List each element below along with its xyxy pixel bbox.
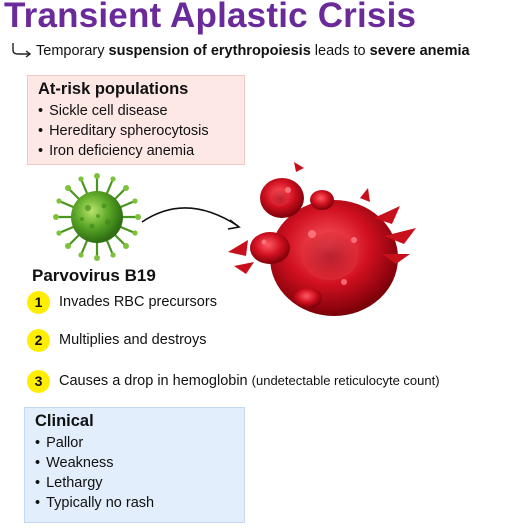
step-label: Multiplies and destroys <box>59 332 207 348</box>
virus-icon <box>53 173 141 261</box>
step-number-badge: 3 <box>27 370 50 393</box>
step-text: Causes a drop in hemoglobin (undetectabl… <box>59 373 440 389</box>
at-risk-item: Iron deficiency anemia <box>38 141 234 161</box>
page-title: Transient Aplastic Crisis <box>4 0 417 35</box>
at-risk-item: Sickle cell disease <box>38 101 234 121</box>
clinical-item: Lethargy <box>35 473 234 493</box>
step-number-badge: 1 <box>27 291 50 314</box>
infection-arrow <box>141 207 241 230</box>
clinical-item: Weakness <box>35 453 234 473</box>
clinical-item: Typically no rash <box>35 493 234 513</box>
clinical-heading: Clinical <box>35 412 94 430</box>
subtitle-bold-2: severe anemia <box>369 43 470 59</box>
subtitle-bold-1: suspension of erythropoiesis <box>108 43 311 59</box>
at-risk-heading: At-risk populations <box>38 80 189 98</box>
curved-arrow-icon <box>12 43 32 58</box>
subtitle-part-2: leads to <box>310 43 370 59</box>
clinical-list: Pallor Weakness Lethargy Typically no ra… <box>35 433 234 513</box>
at-risk-list: Sickle cell disease Hereditary spherocyt… <box>38 101 234 161</box>
clinical-box: Clinical Pallor Weakness Lethargy Typica… <box>24 407 245 523</box>
virus-name: Parvovirus B19 <box>32 266 156 285</box>
clinical-item: Pallor <box>35 433 234 453</box>
step-note: (undetectable reticulocyte count) <box>251 373 440 388</box>
subtitle-part-1: Temporary <box>36 43 109 59</box>
rbc-illustration <box>228 162 416 316</box>
at-risk-box: At-risk populations Sickle cell disease … <box>27 75 245 165</box>
step-text: Invades RBC precursors <box>59 294 217 310</box>
step-number-badge: 2 <box>27 329 50 352</box>
subtitle: Temporary suspension of erythropoiesis l… <box>36 43 470 59</box>
step-label: Invades RBC precursors <box>59 294 217 310</box>
step-text: Multiplies and destroys <box>59 332 207 348</box>
at-risk-item: Hereditary spherocytosis <box>38 121 234 141</box>
step-label: Causes a drop in hemoglobin <box>59 373 248 389</box>
